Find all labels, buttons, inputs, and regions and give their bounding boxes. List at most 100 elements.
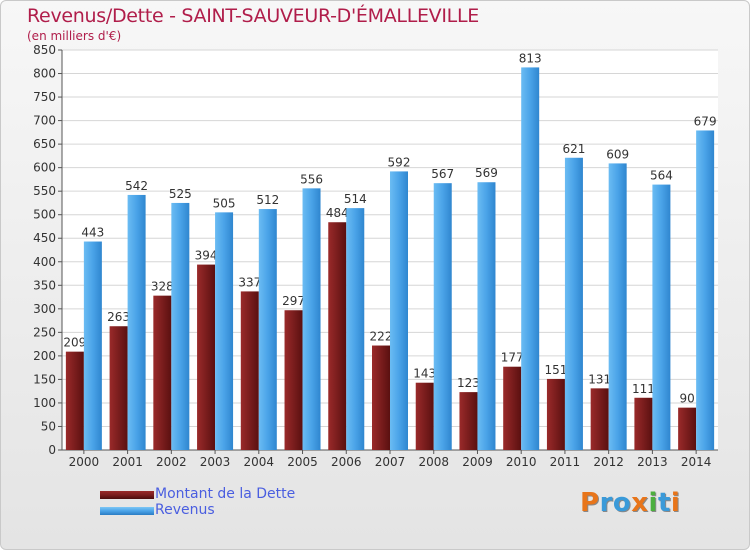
data-label-dette: 263 — [107, 310, 130, 324]
bar-dette — [240, 291, 259, 450]
x-tick-label: 2002 — [156, 455, 187, 469]
x-tick-label: 2000 — [69, 455, 100, 469]
bar-revenus — [171, 202, 190, 450]
data-label-dette: 151 — [544, 363, 567, 377]
x-tick-label: 2006 — [331, 455, 362, 469]
x-tick-label: 2008 — [418, 455, 449, 469]
y-tick-label: 550 — [33, 184, 56, 198]
bar-revenus — [127, 194, 146, 450]
x-tick-label: 2009 — [462, 455, 493, 469]
x-tick-label: 2005 — [287, 455, 318, 469]
x-tick-label: 2014 — [681, 455, 712, 469]
bar-revenus — [652, 184, 671, 450]
y-tick-label: 600 — [33, 161, 56, 175]
bar-dette — [459, 392, 478, 450]
bar-dette — [328, 222, 347, 450]
bar-revenus — [215, 212, 234, 450]
data-label-revenus: 567 — [431, 167, 454, 181]
y-tick-label: 700 — [33, 114, 56, 128]
y-tick-label: 200 — [33, 349, 56, 363]
y-tick-label: 350 — [33, 278, 56, 292]
bar-dette — [153, 295, 172, 450]
y-tick-label: 650 — [33, 137, 56, 151]
data-label-revenus: 514 — [344, 192, 367, 206]
legend-label-dette: Montant de la Dette — [155, 486, 296, 502]
logo-letter: r — [599, 488, 613, 518]
data-label-dette: 337 — [238, 275, 261, 289]
bar-revenus — [564, 157, 583, 450]
bar-dette — [634, 397, 653, 450]
bar-revenus — [433, 183, 452, 451]
data-label-dette: 222 — [370, 330, 393, 344]
data-label-revenus: 556 — [300, 172, 323, 186]
data-label-dette: 297 — [282, 294, 305, 308]
bar-revenus — [521, 67, 540, 450]
data-label-dette: 90 — [679, 392, 694, 406]
data-label-revenus: 813 — [519, 51, 542, 65]
legend-swatch-revenus — [100, 507, 154, 515]
bar-dette — [65, 351, 84, 450]
bar-dette — [678, 407, 697, 450]
x-tick-label: 2013 — [637, 455, 668, 469]
bar-revenus — [477, 182, 496, 450]
logo-letter: i — [670, 488, 681, 518]
bar-dette — [590, 388, 609, 450]
data-label-dette: 394 — [195, 249, 218, 263]
data-label-revenus: 609 — [606, 147, 629, 161]
x-tick-label: 2001 — [112, 455, 143, 469]
logo-letter: o — [612, 488, 632, 518]
y-tick-label: 150 — [33, 372, 56, 386]
bar-dette — [109, 326, 128, 450]
data-label-dette: 328 — [151, 280, 174, 294]
x-tick-label: 2003 — [200, 455, 231, 469]
y-tick-label: 750 — [33, 90, 56, 104]
data-label-revenus: 505 — [213, 196, 236, 210]
proxiti-logo: Proxiti — [580, 488, 680, 518]
data-label-revenus: 443 — [81, 226, 104, 240]
data-label-dette: 177 — [501, 351, 524, 365]
data-label-revenus: 542 — [125, 179, 148, 193]
data-label-revenus: 569 — [475, 166, 498, 180]
x-tick-label: 2011 — [550, 455, 581, 469]
y-tick-label: 850 — [33, 43, 56, 57]
y-tick-label: 800 — [33, 67, 56, 81]
bar-revenus — [696, 130, 715, 450]
bar-revenus — [390, 171, 408, 451]
bar-revenus — [302, 188, 321, 450]
bar-revenus — [608, 163, 627, 451]
bar-dette — [284, 310, 303, 450]
y-tick-label: 50 — [41, 419, 56, 433]
y-tick-label: 100 — [33, 396, 56, 410]
data-label-revenus: 621 — [562, 142, 585, 156]
data-label-dette: 143 — [413, 367, 436, 381]
y-tick-label: 0 — [48, 443, 56, 457]
bar-revenus — [258, 209, 277, 450]
bar-revenus — [83, 241, 102, 450]
legend-swatch-dette — [100, 491, 154, 499]
logo-letter: x — [631, 488, 649, 518]
data-label-dette: 123 — [457, 376, 480, 390]
bar-dette — [415, 382, 434, 450]
data-label-revenus: 525 — [169, 187, 192, 201]
bar-dette — [503, 366, 522, 450]
x-tick-label: 2012 — [593, 455, 624, 469]
bar-dette — [197, 264, 216, 450]
x-tick-label: 2004 — [244, 455, 275, 469]
data-label-dette: 484 — [326, 206, 349, 220]
logo-letter: i — [648, 488, 658, 518]
data-label-dette: 131 — [588, 372, 611, 386]
y-tick-label: 300 — [33, 302, 56, 316]
bar-revenus — [346, 208, 365, 450]
y-tick-label: 500 — [33, 208, 56, 222]
chart-subtitle: (en milliers d'€) — [27, 29, 122, 43]
chart-title: Revenus/Dette - SAINT-SAUVEUR-D'ÉMALLEVI… — [27, 5, 479, 27]
legend-label-revenus: Revenus — [155, 502, 215, 518]
y-tick-label: 250 — [33, 325, 56, 339]
y-tick-label: 400 — [33, 255, 56, 269]
data-label-dette: 209 — [63, 336, 86, 350]
data-label-revenus: 679 — [694, 114, 717, 128]
data-label-revenus: 592 — [388, 155, 411, 169]
data-label-revenus: 512 — [256, 193, 279, 207]
data-label-dette: 111 — [632, 382, 655, 396]
